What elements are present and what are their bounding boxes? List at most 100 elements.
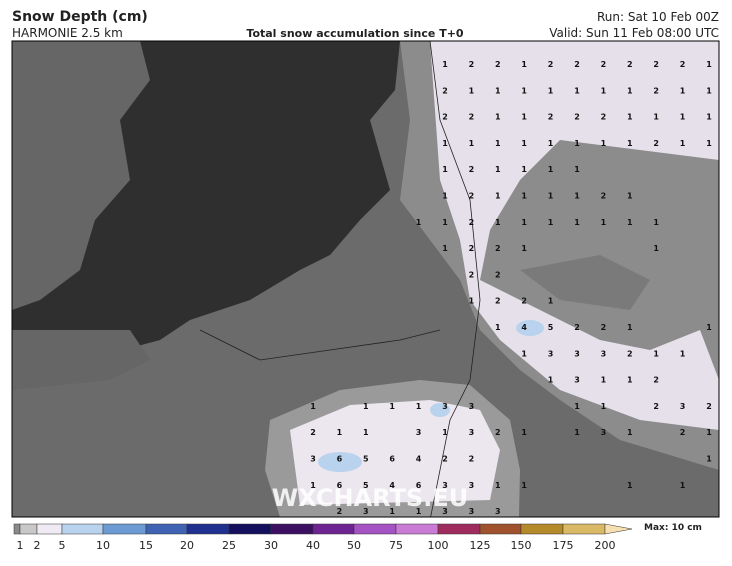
colorbar-label: 30 xyxy=(264,539,278,552)
snow-value: 1 xyxy=(548,139,554,148)
snow-value: 1 xyxy=(680,113,686,122)
colorbar-label: 150 xyxy=(511,539,532,552)
snow-value: 1 xyxy=(521,481,527,490)
snow-value: 3 xyxy=(574,349,580,358)
snow-value: 1 xyxy=(521,244,527,253)
snow-value: 2 xyxy=(469,455,475,464)
snow-value: 2 xyxy=(601,192,607,201)
snow-value: 1 xyxy=(627,376,633,385)
snow-value: 2 xyxy=(601,60,607,69)
snow-deep xyxy=(516,320,544,336)
snow-value: 3 xyxy=(574,376,580,385)
border xyxy=(429,41,481,517)
snow-value: 6 xyxy=(416,481,422,490)
snow-value: 1 xyxy=(574,428,580,437)
colorbar-segment xyxy=(562,523,606,535)
snow-value: 1 xyxy=(416,218,422,227)
snow-value: 1 xyxy=(495,323,501,332)
snow-value: 2 xyxy=(521,297,527,306)
snow-value: 4 xyxy=(521,323,527,332)
colorbar-label: 20 xyxy=(180,539,194,552)
snow-value: 3 xyxy=(548,349,554,358)
snow-value: 1 xyxy=(706,428,712,437)
snow-value: 6 xyxy=(389,455,395,464)
snow-value: 1 xyxy=(574,218,580,227)
snow-value: 2 xyxy=(337,507,343,516)
snow-value: 3 xyxy=(601,349,607,358)
snow-value: 1 xyxy=(389,402,395,411)
snow-value: 1 xyxy=(521,86,527,95)
snow-value: 1 xyxy=(653,218,659,227)
snow-value: 2 xyxy=(653,402,659,411)
snow-value: 1 xyxy=(627,113,633,122)
colorbar-label: 5 xyxy=(59,539,66,552)
snow-value: 2 xyxy=(601,323,607,332)
snow-value: 2 xyxy=(469,60,475,69)
colorbar-label: 2 xyxy=(34,539,41,552)
snow-value: 1 xyxy=(521,60,527,69)
snow-deep xyxy=(430,403,450,417)
title: Snow Depth (cm) xyxy=(12,9,148,25)
watermark: WXCHARTS.EU xyxy=(272,484,468,512)
snow-value: 1 xyxy=(495,481,501,490)
model: HARMONIE 2.5 km xyxy=(12,26,123,40)
snow-value: 1 xyxy=(574,192,580,201)
snow-value: 2 xyxy=(653,139,659,148)
snow-value: 1 xyxy=(706,86,712,95)
snow-value: 2 xyxy=(469,244,475,253)
snow-value: 2 xyxy=(310,428,316,437)
snow-value: 1 xyxy=(706,113,712,122)
snow-value: 1 xyxy=(548,218,554,227)
colorbar-label: 40 xyxy=(306,539,320,552)
snow-value: 1 xyxy=(310,402,316,411)
snow-value: 1 xyxy=(442,192,448,201)
snow-value: 6 xyxy=(337,455,343,464)
snow-value: 6 xyxy=(337,481,343,490)
snow-value: 2 xyxy=(442,113,448,122)
subtitle: Total snow accumulation since T+0 xyxy=(246,27,464,40)
colorbar-label: 1 xyxy=(17,539,24,552)
snow-value: 3 xyxy=(601,428,607,437)
snow-value: 1 xyxy=(442,428,448,437)
snow-value: 2 xyxy=(601,113,607,122)
colorbar-segment xyxy=(395,523,439,535)
snow-value: 4 xyxy=(389,481,395,490)
snow-value: 2 xyxy=(495,270,501,279)
snow-value: 3 xyxy=(442,481,448,490)
snow-value: 1 xyxy=(627,192,633,201)
snow-value: 1 xyxy=(601,376,607,385)
snow-value: 2 xyxy=(653,86,659,95)
border xyxy=(199,329,441,361)
colorbar-segment xyxy=(102,523,147,535)
snow-value: 3 xyxy=(495,507,501,516)
snow-value: 1 xyxy=(601,139,607,148)
run: Run: Sat 10 Feb 00Z xyxy=(597,10,719,24)
snow-value: 2 xyxy=(442,86,448,95)
snow-value: 1 xyxy=(574,402,580,411)
snow-value: 1 xyxy=(601,86,607,95)
snow-value: 1 xyxy=(442,60,448,69)
snow-value: 1 xyxy=(706,323,712,332)
snow-value: 2 xyxy=(653,376,659,385)
snow-value: 2 xyxy=(495,428,501,437)
map-frame xyxy=(11,40,720,518)
snow-value: 1 xyxy=(337,428,343,437)
snow-value: 1 xyxy=(680,86,686,95)
snow-value: 3 xyxy=(469,507,475,516)
colorbar-segment xyxy=(145,523,188,535)
snow-value: 2 xyxy=(574,113,580,122)
colorbar-segment xyxy=(13,523,21,535)
snow-value: 1 xyxy=(653,244,659,253)
snow-value: 2 xyxy=(495,244,501,253)
snow-value: 1 xyxy=(627,218,633,227)
colorbar-segment xyxy=(19,523,38,535)
snow-value: 2 xyxy=(653,60,659,69)
snow-value: 3 xyxy=(680,402,686,411)
snow-value: 1 xyxy=(653,113,659,122)
colorbar-label: 10 xyxy=(96,539,110,552)
snow-value: 2 xyxy=(627,60,633,69)
snow-value: 1 xyxy=(389,507,395,516)
colorbar-segment xyxy=(437,523,481,535)
snow-value: 1 xyxy=(548,86,554,95)
france-coast xyxy=(12,330,150,390)
